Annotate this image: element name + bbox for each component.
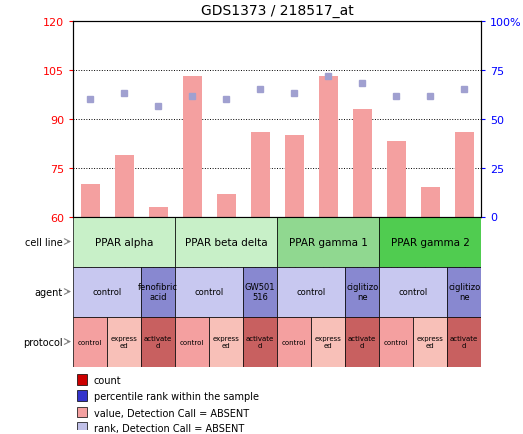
Bar <box>77 390 87 401</box>
Bar <box>209 317 243 367</box>
Text: percentile rank within the sample: percentile rank within the sample <box>94 391 258 401</box>
Bar <box>141 267 175 317</box>
Bar <box>447 267 481 317</box>
Bar <box>77 407 87 418</box>
Text: PPAR alpha: PPAR alpha <box>95 237 153 247</box>
Text: ciglitizo
ne: ciglitizo ne <box>346 282 378 302</box>
Bar <box>243 267 277 317</box>
Bar <box>175 267 243 317</box>
Text: control: control <box>282 339 306 345</box>
Bar <box>319 77 337 217</box>
Text: express
ed: express ed <box>111 335 138 348</box>
Bar <box>285 135 303 217</box>
Title: GDS1373 / 218517_at: GDS1373 / 218517_at <box>201 4 354 18</box>
Text: protocol: protocol <box>24 337 63 347</box>
Bar <box>311 317 345 367</box>
Bar <box>77 374 87 385</box>
Bar <box>345 267 379 317</box>
Text: PPAR gamma 2: PPAR gamma 2 <box>391 237 470 247</box>
Text: control: control <box>180 339 204 345</box>
Text: control: control <box>384 339 408 345</box>
Text: express
ed: express ed <box>315 335 342 348</box>
Bar <box>183 77 201 217</box>
Bar <box>251 132 269 217</box>
Text: control: control <box>93 287 122 296</box>
Bar <box>141 317 175 367</box>
Bar <box>217 194 235 217</box>
Bar <box>413 317 447 367</box>
Bar <box>73 217 175 267</box>
Text: control: control <box>399 287 428 296</box>
Bar <box>107 317 141 367</box>
Bar <box>421 188 439 217</box>
Text: fenofibric
acid: fenofibric acid <box>138 282 178 302</box>
Text: control: control <box>195 287 224 296</box>
Bar <box>379 267 447 317</box>
Bar <box>175 217 277 267</box>
Text: count: count <box>94 375 121 385</box>
Text: activate
d: activate d <box>348 335 377 348</box>
Text: express
ed: express ed <box>213 335 240 348</box>
Bar <box>73 317 107 367</box>
Text: PPAR beta delta: PPAR beta delta <box>185 237 267 247</box>
Text: agent: agent <box>35 287 63 297</box>
Text: control: control <box>78 339 103 345</box>
Text: control: control <box>297 287 326 296</box>
Bar <box>175 317 209 367</box>
Bar <box>345 317 379 367</box>
Bar <box>77 422 87 433</box>
Bar <box>277 317 311 367</box>
Text: ciglitizo
ne: ciglitizo ne <box>448 282 480 302</box>
Text: activate
d: activate d <box>246 335 275 348</box>
Bar <box>149 207 167 217</box>
Text: express
ed: express ed <box>417 335 444 348</box>
Text: activate
d: activate d <box>450 335 479 348</box>
Text: PPAR gamma 1: PPAR gamma 1 <box>289 237 368 247</box>
Bar <box>81 184 99 217</box>
Bar <box>447 317 481 367</box>
Bar <box>277 267 345 317</box>
Bar <box>73 267 141 317</box>
Bar <box>387 142 405 217</box>
Bar <box>379 317 413 367</box>
Text: GW501
516: GW501 516 <box>245 282 276 302</box>
Text: activate
d: activate d <box>144 335 173 348</box>
Bar <box>353 110 371 217</box>
Bar <box>379 217 481 267</box>
Bar <box>455 132 473 217</box>
Text: rank, Detection Call = ABSENT: rank, Detection Call = ABSENT <box>94 424 244 434</box>
Bar <box>277 217 379 267</box>
Text: value, Detection Call = ABSENT: value, Detection Call = ABSENT <box>94 408 249 418</box>
Text: cell line: cell line <box>25 237 63 247</box>
Bar <box>243 317 277 367</box>
Bar <box>115 155 133 217</box>
